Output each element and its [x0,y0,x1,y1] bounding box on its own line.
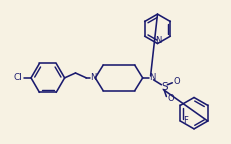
Text: O: O [174,77,181,86]
Text: Cl: Cl [14,73,23,82]
Text: F: F [183,115,188,125]
Text: N: N [90,73,97,82]
Text: O: O [167,94,174,103]
Text: S: S [161,82,168,92]
Text: N: N [155,36,162,45]
Text: N: N [149,73,155,82]
